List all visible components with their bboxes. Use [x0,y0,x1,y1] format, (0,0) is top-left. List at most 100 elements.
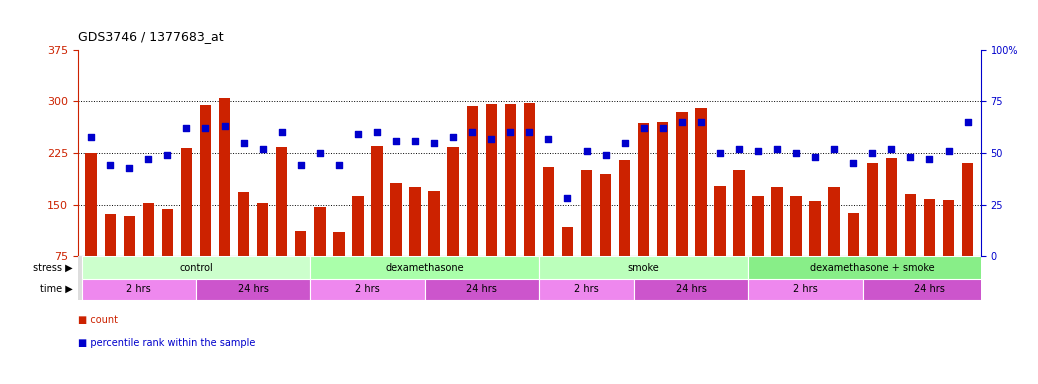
Bar [600,174,611,308]
Bar [539,256,748,279]
Text: GDS3746 / 1377683_at: GDS3746 / 1377683_at [78,30,223,43]
Bar [885,158,897,308]
Point [692,119,709,125]
Point [940,148,957,154]
Bar [409,187,420,308]
Bar [85,153,97,308]
Point [635,125,652,131]
Bar [863,279,996,300]
Bar [257,203,269,308]
Bar [748,279,863,300]
Text: 2 hrs: 2 hrs [793,284,818,294]
Bar [848,213,859,308]
Point [140,156,157,162]
Point [502,129,519,136]
Bar [372,146,383,308]
Bar [924,199,935,308]
Text: 24 hrs: 24 hrs [676,284,707,294]
Bar [562,227,573,308]
Text: 24 hrs: 24 hrs [914,284,945,294]
Point [330,162,347,169]
Bar [543,167,554,308]
Bar [82,279,196,300]
Point [464,129,481,136]
Bar [581,170,593,308]
Text: dexamethasone + smoke: dexamethasone + smoke [810,263,934,273]
Point [731,146,747,152]
Point [902,154,919,160]
Point [236,140,252,146]
Bar [828,187,840,308]
Point [311,150,328,156]
Text: dexamethasone: dexamethasone [385,263,464,273]
Point [350,131,366,137]
Point [540,136,556,142]
Bar [748,256,996,279]
Point [368,129,385,136]
Bar [714,186,726,308]
Bar [539,279,634,300]
Bar [676,112,687,308]
Bar [504,104,516,308]
Bar [523,103,536,308]
Bar [486,104,497,308]
Bar [333,232,345,308]
Point [749,148,766,154]
Text: ■ percentile rank within the sample: ■ percentile rank within the sample [78,338,255,348]
Bar [867,163,878,308]
Point [845,160,862,166]
Text: 2 hrs: 2 hrs [574,284,599,294]
Bar [238,192,249,308]
Bar [790,196,801,308]
Bar [429,191,440,308]
Bar [390,183,402,308]
Bar [619,160,630,308]
Point [102,162,118,169]
Point [807,154,823,160]
Point [597,152,613,158]
Bar [199,105,211,308]
Text: ■ count: ■ count [78,315,118,325]
Bar [181,148,192,308]
Point [959,119,976,125]
Point [407,137,424,144]
Bar [943,200,954,308]
Text: smoke: smoke [628,263,659,273]
Point [826,146,843,152]
Point [83,134,100,140]
Point [864,150,880,156]
Bar [753,196,764,308]
Text: 24 hrs: 24 hrs [466,284,497,294]
Point [769,146,786,152]
Bar [634,279,748,300]
Point [159,152,175,158]
Point [445,134,462,140]
Bar [310,256,539,279]
Text: 2 hrs: 2 hrs [355,284,380,294]
Bar [105,214,116,308]
Bar [905,194,917,308]
Point [254,146,271,152]
Text: time ▶: time ▶ [39,284,73,294]
Bar [425,279,539,300]
Text: 24 hrs: 24 hrs [238,284,269,294]
Bar [162,209,173,308]
Bar [447,147,459,308]
Point [712,150,729,156]
Bar [310,279,425,300]
Point [921,156,937,162]
Bar [196,279,310,300]
Point [578,148,595,154]
Text: control: control [180,263,213,273]
Bar [124,216,135,308]
Bar [962,163,974,308]
Bar [219,98,230,308]
Text: stress ▶: stress ▶ [33,263,73,273]
Point [617,140,633,146]
Bar [352,196,363,308]
Bar [771,187,783,308]
Point [521,129,538,136]
Point [674,119,690,125]
Point [654,125,671,131]
Bar [295,231,306,308]
